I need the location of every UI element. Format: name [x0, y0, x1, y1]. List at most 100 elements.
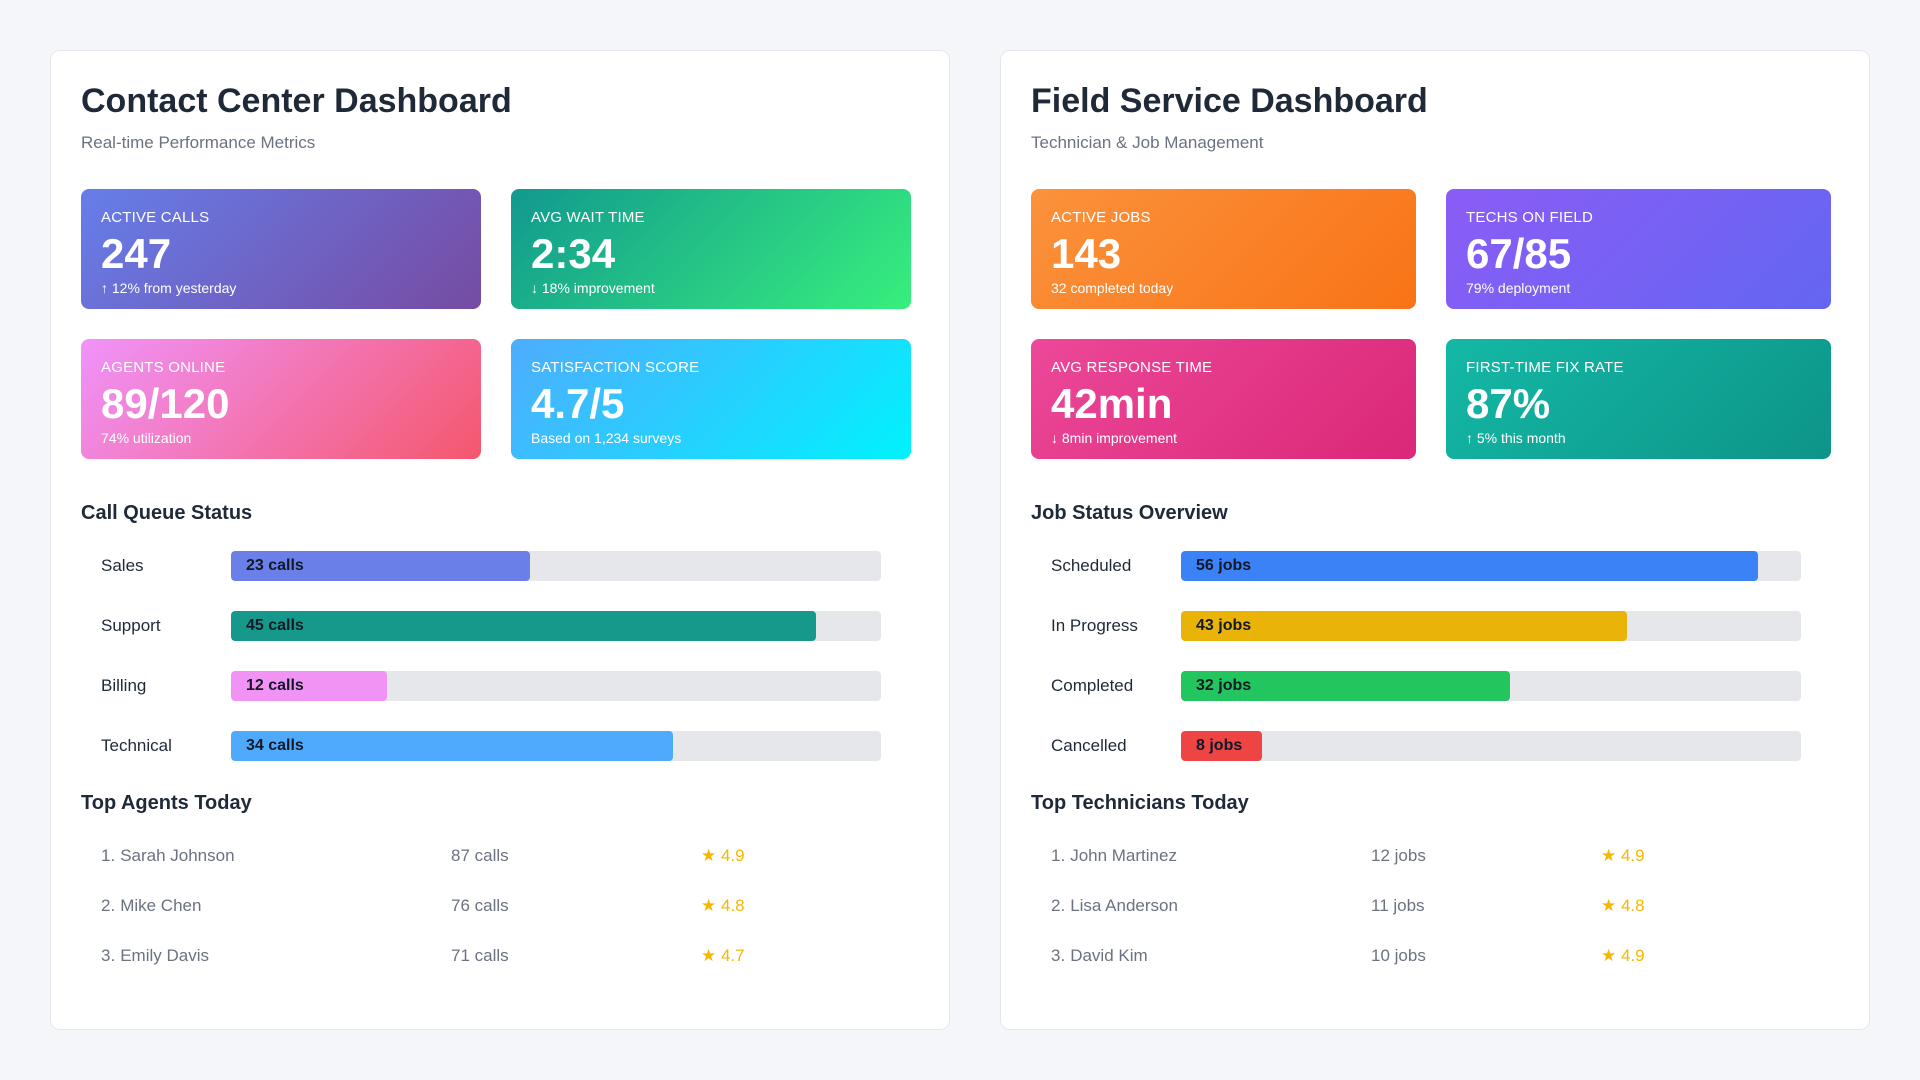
call-queue-bars: Sales 23 calls Support 45 calls Billing …: [81, 551, 919, 761]
job-row-in-progress[interactable]: In Progress 43 jobs: [1031, 611, 1839, 641]
job-status-label: Cancelled: [1051, 736, 1127, 755]
agent-rating: ★ 4.7: [701, 946, 745, 965]
list-item[interactable]: 1. John Martinez 12 jobs ★ 4.9: [1031, 831, 1839, 881]
kpi-label: ACTIVE CALLS: [101, 209, 210, 226]
technician-name: Lisa Anderson: [1070, 896, 1178, 915]
list-item[interactable]: 2. Lisa Anderson 11 jobs ★ 4.8: [1031, 881, 1839, 931]
field-service-panel: Field Service Dashboard Technician & Job…: [1000, 50, 1870, 1030]
kpi-cards: ACTIVE CALLS 247 ↑ 12% from yesterday AV…: [81, 189, 919, 459]
progress-fill: 12 calls: [231, 671, 387, 701]
progress-fill: 45 calls: [231, 611, 816, 641]
call-queue-title: Call Queue Status: [81, 502, 253, 524]
page-subtitle: Real-time Performance Metrics: [81, 133, 316, 152]
page-subtitle: Technician & Job Management: [1031, 133, 1264, 152]
kpi-card-active-calls[interactable]: ACTIVE CALLS 247 ↑ 12% from yesterday: [81, 189, 481, 309]
technician-rating: ★ 4.9: [1601, 946, 1645, 965]
kpi-subtext: Based on 1,234 surveys: [531, 430, 682, 446]
job-status-label: Scheduled: [1051, 556, 1132, 575]
kpi-cards: ACTIVE JOBS 143 32 completed today TECHS…: [1031, 189, 1839, 459]
job-status-bars: Scheduled 56 jobs In Progress 43 jobs Co…: [1031, 551, 1839, 761]
progress-fill: 34 calls: [231, 731, 673, 761]
queue-row-technical[interactable]: Technical 34 calls: [81, 731, 919, 761]
technician-name-cell: 2. Lisa Anderson: [1051, 896, 1371, 916]
top-agents-title: Top Agents Today: [81, 792, 252, 814]
progress-track: 23 calls: [231, 551, 881, 581]
job-row-scheduled[interactable]: Scheduled 56 jobs: [1031, 551, 1839, 581]
technician-rating: ★ 4.8: [1601, 896, 1645, 915]
kpi-label: AVG WAIT TIME: [531, 209, 645, 226]
progress-track: 12 calls: [231, 671, 881, 701]
agent-name-cell: 1. Sarah Johnson: [101, 846, 451, 866]
kpi-card-avg-response-time[interactable]: AVG RESPONSE TIME 42min ↓ 8min improveme…: [1031, 339, 1416, 459]
agent-count: 87 calls: [451, 846, 509, 865]
queue-row-billing[interactable]: Billing 12 calls: [81, 671, 919, 701]
kpi-subtext: ↓ 8min improvement: [1051, 430, 1178, 446]
technician-count: 12 jobs: [1371, 846, 1426, 865]
queue-label: Sales: [101, 556, 144, 575]
job-row-completed[interactable]: Completed 32 jobs: [1031, 671, 1839, 701]
kpi-value: 2:34: [531, 230, 616, 277]
kpi-value: 4.7/5: [531, 380, 625, 427]
kpi-value: 67/85: [1466, 230, 1572, 277]
kpi-card-avg-wait-time[interactable]: AVG WAIT TIME 2:34 ↓ 18% improvement: [511, 189, 911, 309]
progress-track: 34 calls: [231, 731, 881, 761]
kpi-card-techs-on-field[interactable]: TECHS ON FIELD 67/85 79% deployment: [1446, 189, 1831, 309]
technician-name-cell: 3. David Kim: [1051, 946, 1371, 966]
kpi-subtext: ↓ 18% improvement: [531, 280, 655, 296]
agent-count: 71 calls: [451, 946, 509, 965]
top-technicians-title: Top Technicians Today: [1031, 792, 1249, 814]
kpi-label: ACTIVE JOBS: [1051, 209, 1151, 226]
progress-track: 43 jobs: [1181, 611, 1801, 641]
queue-label: Support: [101, 616, 161, 635]
kpi-value: 87%: [1466, 380, 1551, 427]
kpi-label: TECHS ON FIELD: [1466, 209, 1593, 226]
progress-track: 45 calls: [231, 611, 881, 641]
kpi-card-first-time-fix-rate[interactable]: FIRST-TIME FIX RATE 87% ↑ 5% this month: [1446, 339, 1831, 459]
technician-name: John Martinez: [1070, 846, 1177, 865]
kpi-subtext: ↑ 12% from yesterday: [101, 280, 237, 296]
progress-track: 56 jobs: [1181, 551, 1801, 581]
list-item[interactable]: 2. Mike Chen 76 calls ★ 4.8: [81, 881, 919, 931]
kpi-card-satisfaction-score[interactable]: SATISFACTION SCORE 4.7/5 Based on 1,234 …: [511, 339, 911, 459]
queue-label: Technical: [101, 736, 172, 755]
list-item[interactable]: 3. David Kim 10 jobs ★ 4.9: [1031, 931, 1839, 981]
queue-row-support[interactable]: Support 45 calls: [81, 611, 919, 641]
job-status-label: Completed: [1051, 676, 1134, 695]
queue-row-sales[interactable]: Sales 23 calls: [81, 551, 919, 581]
kpi-subtext: 74% utilization: [101, 430, 192, 446]
queue-label: Billing: [101, 676, 147, 695]
progress-track: 8 jobs: [1181, 731, 1801, 761]
technician-count: 11 jobs: [1371, 896, 1425, 915]
kpi-value: 42min: [1051, 380, 1173, 427]
kpi-value: 89/120: [101, 380, 230, 427]
job-status-label: In Progress: [1051, 616, 1138, 635]
job-status-title: Job Status Overview: [1031, 502, 1228, 524]
kpi-card-agents-online[interactable]: AGENTS ONLINE 89/120 74% utilization: [81, 339, 481, 459]
progress-fill: 23 calls: [231, 551, 530, 581]
progress-fill: 32 jobs: [1181, 671, 1510, 701]
contact-center-panel: Contact Center Dashboard Real-time Perfo…: [50, 50, 950, 1030]
kpi-label: AVG RESPONSE TIME: [1051, 359, 1213, 376]
list-item[interactable]: 1. Sarah Johnson 87 calls ★ 4.9: [81, 831, 919, 881]
kpi-card-active-jobs[interactable]: ACTIVE JOBS 143 32 completed today: [1031, 189, 1416, 309]
progress-fill: 56 jobs: [1181, 551, 1758, 581]
agent-rank: 2.: [101, 896, 116, 915]
technician-rank: 3.: [1051, 946, 1066, 965]
technician-name-cell: 1. John Martinez: [1051, 846, 1371, 866]
kpi-value: 143: [1051, 230, 1122, 277]
kpi-value: 247: [101, 230, 172, 277]
agent-rating: ★ 4.9: [701, 846, 745, 865]
page-title: Contact Center Dashboard: [81, 82, 512, 120]
list-item[interactable]: 3. Emily Davis 71 calls ★ 4.7: [81, 931, 919, 981]
kpi-label: FIRST-TIME FIX RATE: [1466, 359, 1624, 376]
page-title: Field Service Dashboard: [1031, 82, 1428, 120]
technician-rank: 2.: [1051, 896, 1066, 915]
agent-name: Mike Chen: [120, 896, 202, 915]
progress-track: 32 jobs: [1181, 671, 1801, 701]
technician-count: 10 jobs: [1371, 946, 1426, 965]
top-agents-list: 1. Sarah Johnson 87 calls ★ 4.9 2. Mike …: [81, 831, 919, 981]
agent-rank: 3.: [101, 946, 116, 965]
kpi-subtext: 79% deployment: [1466, 280, 1571, 296]
job-row-cancelled[interactable]: Cancelled 8 jobs: [1031, 731, 1839, 761]
top-technicians-list: 1. John Martinez 12 jobs ★ 4.9 2. Lisa A…: [1031, 831, 1839, 981]
